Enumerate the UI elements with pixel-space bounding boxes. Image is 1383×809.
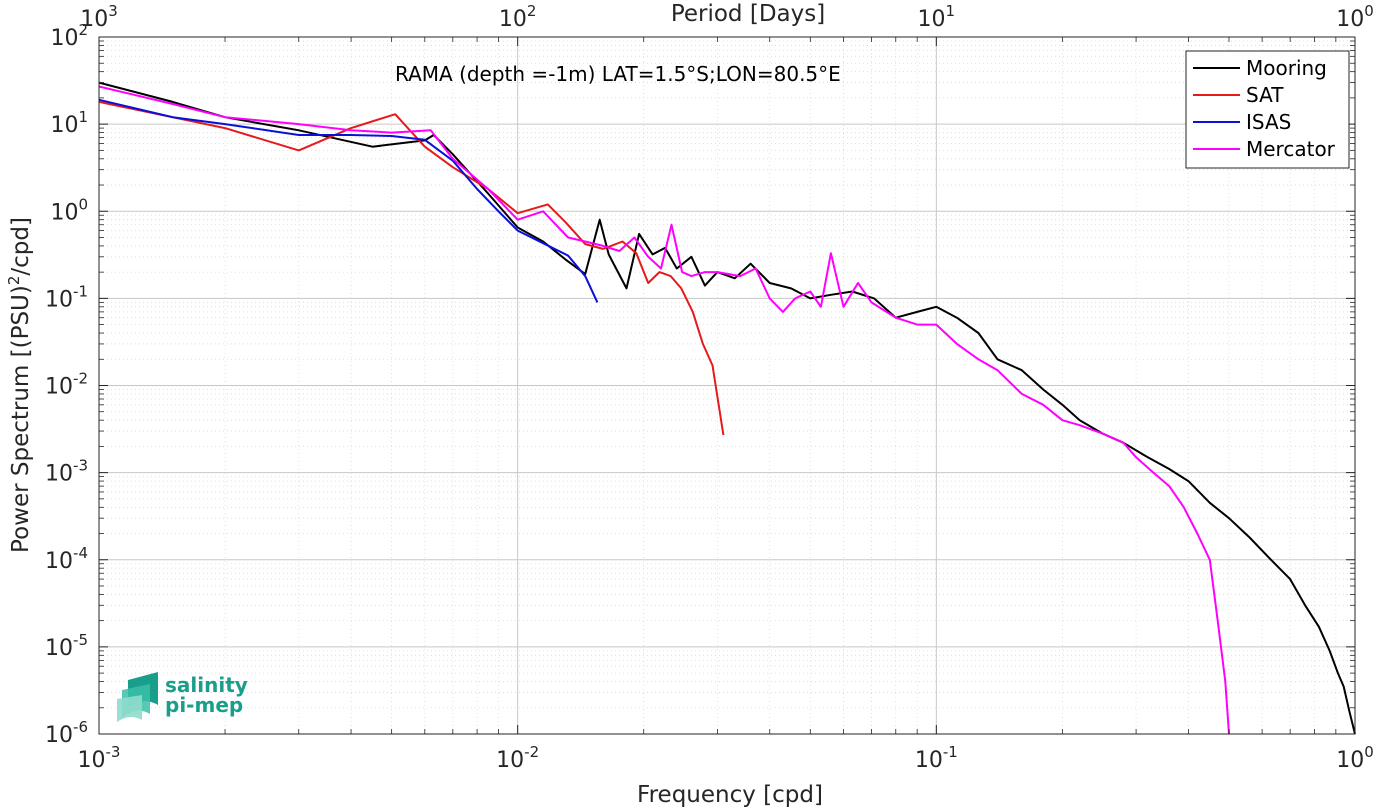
ticks-layer [98, 36, 1356, 735]
x-tick-label: 10-1 [915, 743, 958, 773]
legend-label-isas: ISAS [1246, 110, 1291, 134]
y-tick-label: 10-3 [45, 457, 88, 487]
chart-annotation: RAMA (depth =-1m) LAT=1.5°S;LON=80.5°E [395, 62, 841, 86]
legend-label-mercator: Mercator [1246, 137, 1336, 161]
legend: Mooring SAT ISAS Mercator [1185, 50, 1350, 169]
y-tick-label: 101 [50, 108, 88, 138]
x-tick-label: 10-2 [496, 743, 539, 773]
series-line-sat [98, 100, 725, 436]
y-tick-label: 10-1 [45, 282, 88, 312]
top-tick-label: 102 [499, 2, 537, 32]
logo-text-line1: salinity [165, 673, 248, 697]
y-tick-label: 10-4 [45, 544, 88, 574]
y-tick-label: 100 [50, 195, 88, 225]
top-x-axis-label: Period [Days] [671, 1, 825, 27]
y-tick-label: 102 [50, 21, 88, 51]
x-tick-label: 100 [1336, 743, 1374, 773]
y-axis-label: Power Spectrum [(PSU)2/cpd] [5, 217, 34, 553]
top-tick-label: 101 [918, 2, 956, 32]
series-layer [98, 81, 1356, 735]
series-line-mooring [98, 81, 1356, 735]
y-tick-label: 10-6 [45, 718, 88, 748]
legend-label-mooring: Mooring [1246, 56, 1327, 80]
logo-text-line2: pi-mep [165, 693, 243, 717]
x-tick-label: 10-3 [78, 743, 121, 773]
salinity-pi-mep-logo: salinity pi-mep [117, 672, 248, 722]
legend-label-sat: SAT [1246, 83, 1284, 107]
series-line-mercator [98, 85, 1230, 735]
x-axis-label: Frequency [cpd] [637, 782, 823, 808]
series-line-isas [98, 98, 599, 303]
y-tick-label: 10-5 [45, 631, 88, 661]
y-tick-label: 10-2 [45, 370, 88, 400]
top-tick-label: 100 [1336, 2, 1374, 32]
top-tick-label: 103 [80, 2, 118, 32]
